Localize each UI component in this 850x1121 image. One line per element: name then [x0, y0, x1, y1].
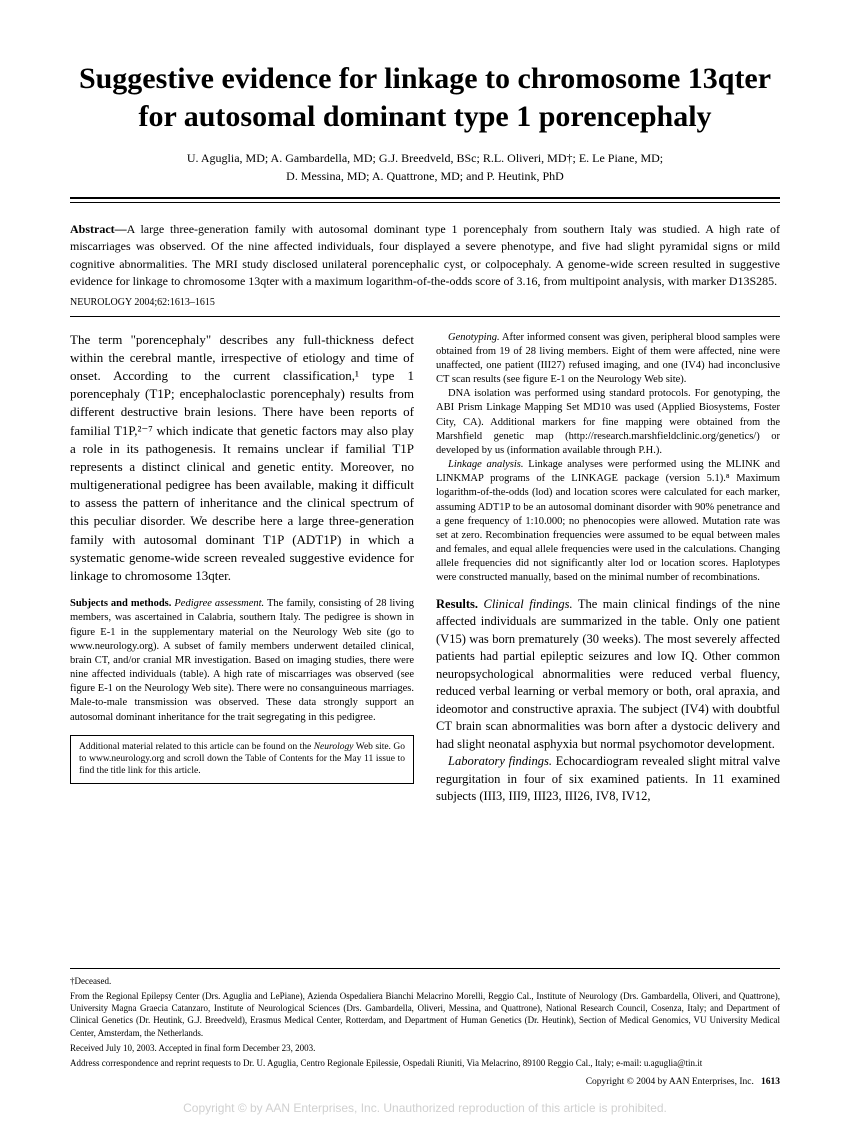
watermark: Copyright © by AAN Enterprises, Inc. Una… [0, 1101, 850, 1115]
abstract: Abstract—A large three-generation family… [70, 221, 780, 291]
copyright-line: Copyright © 2004 by AAN Enterprises, Inc… [70, 1077, 780, 1087]
divider-thin [70, 202, 780, 203]
authors-line-1: U. Aguglia, MD; A. Gambardella, MD; G.J.… [187, 151, 663, 165]
abstract-label: Abstract— [70, 222, 127, 236]
citation: NEUROLOGY 2004;62:1613–1615 [70, 297, 780, 308]
subjects-label: Subjects and methods. [70, 598, 171, 609]
authors-line-2: D. Messina, MD; A. Quattrone, MD; and P.… [286, 169, 564, 183]
footer-divider [70, 968, 780, 969]
copyright-text: Copyright © 2004 by AAN Enterprises, Inc… [586, 1077, 754, 1087]
affiliations: From the Regional Epilepsy Center (Drs. … [70, 990, 780, 1039]
results-section: Results. Clinical findings. The main cli… [436, 596, 780, 806]
authors: U. Aguglia, MD; A. Gambardella, MD; G.J.… [70, 149, 780, 185]
left-column: The term "porencephaly" describes any fu… [70, 331, 414, 806]
right-column: Genotyping. After informed consent was g… [436, 331, 780, 806]
footer: †Deceased. From the Regional Epilepsy Ce… [70, 968, 780, 1087]
linkage-text: Linkage analyses were performed using th… [436, 459, 780, 583]
genotyping-section: Genotyping. After informed consent was g… [436, 331, 780, 586]
clinical-label: Clinical findings. [484, 597, 573, 611]
deceased-note: †Deceased. [70, 975, 780, 987]
subjects-methods-section: Subjects and methods. Pedigree assessmen… [70, 597, 414, 725]
linkage-label: Linkage analysis. [448, 459, 524, 470]
box-note-prefix: Additional material related to this arti… [79, 742, 405, 777]
pedigree-text: The family, consisting of 28 living memb… [70, 598, 414, 722]
two-column-body: The term "porencephaly" describes any fu… [70, 331, 780, 806]
results-label: Results. [436, 597, 478, 611]
lab-label: Laboratory findings. [448, 754, 552, 768]
correspondence: Address correspondence and reprint reque… [70, 1057, 780, 1069]
article-title: Suggestive evidence for linkage to chrom… [70, 60, 780, 135]
abstract-text: A large three-generation family with aut… [70, 222, 780, 288]
supplementary-note-box: Additional material related to this arti… [70, 735, 414, 784]
genotyping-p2: DNA isolation was performed using standa… [436, 387, 780, 458]
genotyping-label: Genotyping. [448, 332, 500, 343]
page-number: 1613 [761, 1077, 780, 1087]
introduction-paragraph: The term "porencephaly" describes any fu… [70, 331, 414, 586]
pedigree-label: Pedigree assessment. [174, 598, 264, 609]
divider-mid [70, 316, 780, 317]
received-date: Received July 10, 2003. Accepted in fina… [70, 1042, 780, 1054]
clinical-text: The main clinical findings of the nine a… [436, 597, 780, 751]
divider-thick [70, 197, 780, 199]
